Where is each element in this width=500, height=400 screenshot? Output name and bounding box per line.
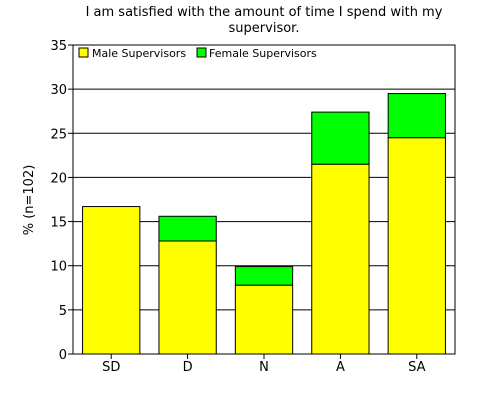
x-tick-label: N: [259, 360, 269, 375]
chart-title-line-2: supervisor.: [229, 21, 300, 36]
y-tick-label: 10: [50, 260, 67, 275]
x-tick-label: SD: [102, 360, 120, 375]
legend-swatch-male: [78, 47, 89, 58]
bar-d-series-0: [158, 240, 217, 355]
y-tick-label: 25: [50, 127, 67, 142]
chart-title: I am satisfied with the amount of time I…: [86, 5, 443, 36]
bar-a-series-1: [311, 111, 370, 165]
x-tick-label: A: [336, 360, 345, 375]
bar-n-series-1: [234, 266, 294, 286]
y-tick-label: 30: [50, 83, 67, 98]
y-tick-label: 20: [50, 171, 67, 186]
x-tick-label: SA: [408, 360, 425, 375]
y-tick-label: 35: [50, 39, 67, 54]
bar-a-series-0: [311, 163, 370, 355]
y-tick-label: 5: [59, 304, 67, 319]
x-axis-ticks: SD D N A SA: [102, 354, 426, 375]
bar-n-series-0: [234, 284, 294, 355]
legend-label-female: Female Supervisors: [209, 47, 317, 60]
y-tick-label: 0: [59, 348, 67, 363]
bar-sd-series-0: [82, 206, 141, 355]
bar-sa-series-0: [387, 137, 446, 355]
legend-swatch-female: [196, 47, 207, 58]
legend-label-male: Male Supervisors: [92, 47, 186, 60]
legend: Male Supervisors Female Supervisors: [78, 47, 317, 60]
bars: [82, 93, 446, 355]
bar-sa-series-1: [387, 93, 446, 139]
chart-title-line-1: I am satisfied with the amount of time I…: [86, 5, 443, 20]
x-tick-label: D: [183, 360, 193, 375]
y-axis-ticks: 0 5 10 15 20 25 30 35: [50, 39, 73, 363]
y-tick-label: 15: [50, 216, 67, 231]
bar-d-series-1: [158, 215, 217, 242]
y-axis-label: % (n=102): [22, 165, 37, 236]
